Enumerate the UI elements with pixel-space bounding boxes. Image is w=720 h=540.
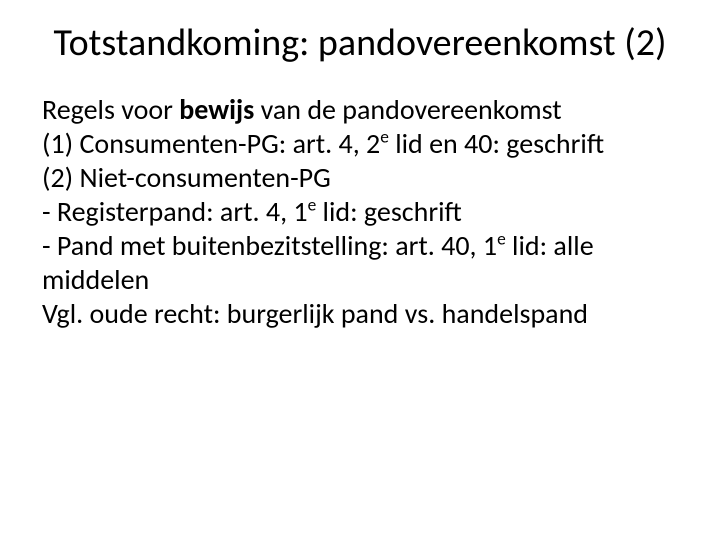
text-run: - Registerpand: art. 4, 1 <box>42 194 308 229</box>
body-line-4: - Registerpand: art. 4, 1e lid: geschrif… <box>42 195 678 229</box>
body-line-1: Regels voor bewijs van de pandovereenkom… <box>42 93 678 127</box>
slide-title: Totstandkoming: pandovereenkomst (2) <box>42 22 678 65</box>
superscript: e <box>380 125 389 147</box>
body-line-3: (2) Niet-consumenten-PG <box>42 161 678 195</box>
text-run: lid: geschrift <box>316 194 462 229</box>
body-line-2: (1) Consumenten-PG: art. 4, 2e lid en 40… <box>42 127 678 161</box>
superscript: e <box>497 228 506 250</box>
slide-body: Regels voor bewijs van de pandovereenkom… <box>42 93 678 332</box>
text-run: lid en 40: geschrift <box>389 126 604 161</box>
text-run: van de pandovereenkomst <box>254 92 561 127</box>
text-bold: bewijs <box>179 92 254 127</box>
text-run: (1) Consumenten-PG: art. 4, 2 <box>42 126 380 161</box>
text-run: Regels voor <box>42 92 179 127</box>
slide: Totstandkoming: pandovereenkomst (2) Reg… <box>0 0 720 540</box>
superscript: e <box>308 194 317 216</box>
body-line-5: - Pand met buitenbezitstelling: art. 40,… <box>42 229 678 297</box>
text-run: - Pand met buitenbezitstelling: art. 40,… <box>42 228 497 263</box>
body-line-6: Vgl. oude recht: burgerlijk pand vs. han… <box>42 297 678 331</box>
